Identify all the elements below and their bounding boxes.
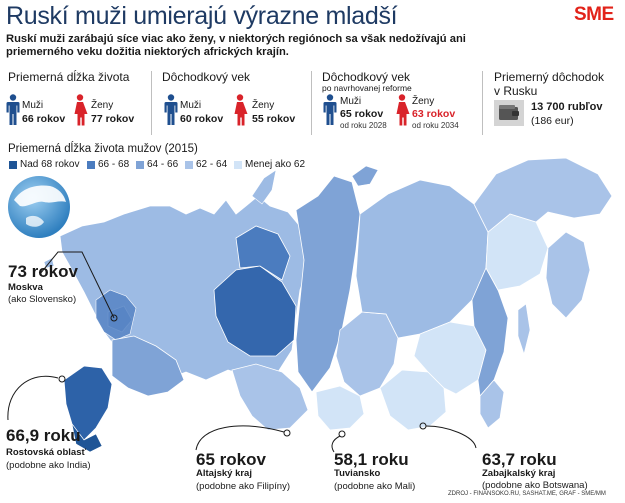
- male-icon: [323, 94, 337, 125]
- legend-label: Menej ako 62: [245, 159, 306, 170]
- pension-heading-line2: v Rusku: [494, 84, 538, 98]
- region-chukotka: [473, 157, 613, 233]
- tuva-name: Tuviansko: [334, 468, 381, 479]
- source-note: ZDROJ - FINANSOKO.RU, SASHAT.ME, GRAF - …: [448, 491, 606, 497]
- moskva-value: 73 rokov: [8, 262, 78, 281]
- retirement-men-label: Muži: [180, 100, 202, 111]
- moskva-compare: (ako Slovensko): [8, 294, 77, 305]
- proposed-men-label: Muži: [340, 96, 362, 107]
- pension-value-eur: (186 eur): [531, 115, 574, 127]
- legend-swatch: [9, 160, 17, 169]
- proposed-men-value: 65 rokov: [340, 108, 384, 120]
- zabajkal-name: Zabajkalský kraj: [482, 468, 556, 479]
- proposed-women-value: 63 rokov: [412, 108, 456, 120]
- legend-title: Priemerná dĺžka života mužov (2015): [8, 143, 198, 155]
- legend-swatch: [185, 160, 193, 169]
- legend-item-over-68: Nad 68 rokov: [9, 159, 79, 170]
- divider: [151, 71, 152, 135]
- region-volga: [111, 335, 185, 397]
- male-icon: [6, 94, 20, 125]
- legend-label: 66 - 68: [98, 159, 130, 170]
- rostov-value: 66,9 roku: [6, 426, 81, 445]
- retirement-women-label: Ženy: [252, 100, 275, 111]
- legend-item-62-64: 62 - 64: [185, 159, 227, 170]
- pension-value: 13 700 rubľov: [531, 101, 603, 113]
- rostov-name: Rostovská oblasť: [6, 447, 87, 458]
- region-tuva: [315, 385, 365, 431]
- proposed-men-since: od roku 2028: [340, 121, 387, 130]
- pension-heading-line1: Priemerný dôchodok: [494, 70, 605, 84]
- region-yamal: [235, 225, 291, 281]
- region-taymyr-islands: [351, 165, 379, 187]
- region-novaya-zemlya: [251, 169, 277, 205]
- zabajkal-compare: (podobne ako Botswana): [482, 480, 588, 491]
- zabajkal-value: 63,7 roku: [482, 450, 557, 469]
- rostov-compare: (podobne ako India): [6, 460, 91, 471]
- region-kamchatka: [545, 231, 591, 319]
- tuva-compare: (podobne ako Mali): [334, 481, 416, 492]
- proposed-women-label: Ženy: [412, 96, 435, 107]
- region-altai: [231, 363, 309, 431]
- proposed-retirement-heading: Dôchodkový vek: [322, 70, 411, 84]
- region-amur: [413, 321, 487, 395]
- legend-item-66-68: 66 - 68: [87, 159, 129, 170]
- retirement-men-value: 60 rokov: [180, 113, 224, 125]
- divider: [482, 71, 483, 135]
- female-icon: [234, 94, 248, 126]
- altaj-compare: (podobne ako Filipíny): [196, 481, 290, 492]
- region-caucasus: [71, 423, 103, 453]
- altaj-name: Altajský kraj: [196, 468, 252, 479]
- retirement-women-value: 55 rokov: [252, 113, 296, 125]
- life-men-label: Muži: [22, 100, 44, 111]
- region-sakhalin: [517, 303, 531, 356]
- legend-item-64-66: 64 - 66: [136, 159, 178, 170]
- proposed-retirement-subheading: po navrhovanej reforme: [322, 83, 412, 93]
- tuva-value: 58,1 roku: [334, 450, 409, 469]
- altaj-value: 65 rokov: [196, 450, 266, 469]
- page-title: Ruskí muži umierajú výrazne mladší: [6, 2, 398, 30]
- legend-swatch: [136, 160, 144, 169]
- life-women-value: 77 rokov: [91, 113, 135, 125]
- male-icon: [164, 94, 178, 125]
- region-transbaikal: [379, 369, 447, 431]
- life-expectancy-heading: Priemerná dĺžka života: [8, 70, 130, 84]
- moskva-name: Moskva: [8, 282, 43, 293]
- proposed-women-since: od roku 2034: [412, 121, 459, 130]
- life-men-value: 66 rokov: [22, 113, 66, 125]
- retirement-heading: Dôchodkový vek: [162, 70, 251, 84]
- legend-swatch: [87, 160, 95, 169]
- wallet-icon: [494, 100, 524, 126]
- region-tyumen: [213, 265, 297, 357]
- subtitle: Ruskí muži zarábajú síce viac ako ženy, …: [6, 33, 466, 58]
- globe-icon: [8, 176, 70, 238]
- life-women-label: Ženy: [91, 100, 114, 111]
- sme-logo: SME: [574, 4, 614, 25]
- legend-item-under-62: Menej ako 62: [234, 159, 305, 170]
- legend-label: 62 - 64: [196, 159, 228, 170]
- legend-label: 64 - 66: [147, 159, 179, 170]
- legend-swatch: [234, 160, 242, 169]
- region-south: [63, 365, 113, 441]
- female-icon: [396, 94, 410, 126]
- legend-label: Nad 68 rokov: [20, 159, 80, 170]
- divider: [311, 71, 312, 135]
- female-icon: [74, 94, 88, 126]
- region-primorye: [479, 379, 505, 429]
